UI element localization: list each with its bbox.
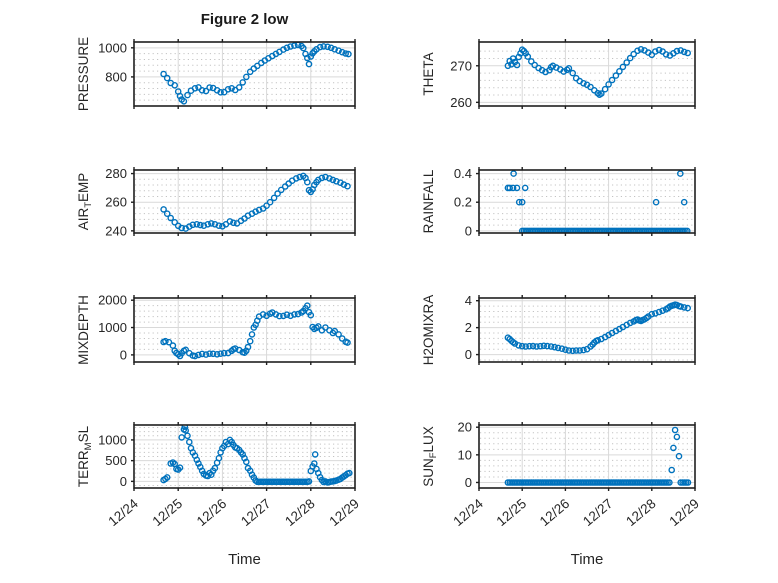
axes-frame (133, 169, 356, 234)
y-tick-label: 0.4 (454, 166, 472, 181)
major-grid (134, 42, 355, 106)
y-tick-label: 0.2 (454, 195, 472, 210)
major-grid (134, 170, 355, 233)
tick-marks (476, 295, 696, 365)
axes-frame (133, 297, 356, 363)
markers (160, 302, 351, 360)
y-axis-title: PRESSURE (76, 37, 91, 111)
subplot-h2omixra: 0 2 4 H2OMIXRA (421, 293, 696, 366)
y-axis-title: THETA (421, 52, 436, 95)
x-tick-label: 12/27 (238, 496, 274, 529)
subplot-theta: 260 270 THETA (421, 39, 696, 110)
x-tick-label: 12/25 (494, 496, 530, 529)
y-tick-label: 0 (465, 347, 472, 362)
markers (504, 46, 692, 98)
axes-frame (478, 297, 696, 363)
axes-frame (478, 41, 696, 107)
axes-frame (133, 41, 356, 107)
x-axis-label-right: Time (570, 551, 604, 568)
tick-marks (131, 295, 356, 365)
y-tick-label: 260 (105, 195, 127, 210)
y-tick-label: 1000 (98, 432, 127, 447)
markers (160, 425, 353, 486)
subplot-air_temp: 240 260 280 AIRTEMP (76, 166, 356, 238)
x-tick-label: 12/26 (537, 496, 573, 529)
y-tick-label: 4 (465, 293, 472, 308)
y-tick-label: 2 (465, 320, 472, 335)
y-axis-title: H2OMIXRA (421, 295, 436, 366)
tick-marks (131, 422, 356, 491)
major-grid (479, 425, 695, 488)
minor-grid (480, 432, 694, 478)
markers (504, 301, 692, 355)
y-tick-label: 260 (450, 95, 472, 110)
axes-frame (478, 424, 696, 489)
y-tick-label: 0 (465, 475, 472, 490)
x-tick-label: 12/27 (580, 496, 616, 529)
tick-marks (476, 422, 696, 491)
y-tick-label: 270 (450, 58, 472, 73)
x-tick-label: 12/29 (666, 496, 702, 529)
y-tick-label: 800 (105, 69, 127, 84)
tick-marks (131, 39, 356, 109)
y-axis-title: RAINFALL (421, 169, 436, 233)
y-tick-label: 10 (458, 447, 472, 462)
y-tick-label: 240 (105, 223, 127, 238)
y-tick-label: 1000 (98, 40, 127, 55)
subplot-pressure: 800 1000 PRESSURE (76, 37, 356, 111)
x-tick-label: 12/26 (194, 496, 230, 529)
y-tick-label: 280 (105, 166, 127, 181)
x-axis-label-left: Time (228, 551, 261, 568)
y-tick-label: 500 (105, 453, 127, 468)
markers (504, 426, 692, 486)
y-tick-label: 0 (120, 347, 127, 362)
x-tick-label: 12/29 (326, 496, 362, 529)
tick-marks (476, 167, 696, 236)
y-axis-title: TERRMSL (76, 425, 94, 487)
subplot-mixdepth: 0 1000 2000 MIXDEPTH (76, 293, 356, 365)
axes-frame (478, 169, 696, 234)
y-tick-label: 0 (465, 223, 472, 238)
subplot-terr_msl: 0 500 1000 TERRMSL 12/24 12/25 12/26 12/27 12/28… (76, 422, 362, 529)
subplot-rainfall: 0 0.2 0.4 RAINFALL (421, 166, 696, 238)
y-tick-label: 20 (458, 420, 472, 435)
markers (160, 172, 351, 232)
x-tick-label: 12/25 (150, 496, 186, 529)
markers (504, 170, 691, 233)
x-tick-label: 12/24 (450, 496, 486, 530)
y-axis-title: SUNFLUX (421, 426, 439, 487)
markers (160, 42, 352, 105)
y-tick-label: 2000 (98, 293, 127, 308)
y-tick-label: 0 (120, 474, 127, 489)
axes-frame (133, 424, 356, 489)
x-tick-label: 12/28 (282, 496, 318, 529)
subplot-sun_flux: 0 10 20 SUNFLUX 12/24 12/25 12/26 12/27 12/28 12/… (421, 420, 702, 529)
y-tick-label: 1000 (98, 320, 127, 335)
x-tick-label: 12/24 (105, 496, 141, 530)
tick-marks (476, 39, 696, 109)
tick-marks (131, 167, 356, 236)
major-grid (479, 298, 695, 362)
x-tick-label: 12/28 (623, 496, 659, 529)
figure-title: Figure 2 low (200, 11, 289, 28)
y-axis-title: AIRTEMP (76, 173, 94, 231)
minor-grid (480, 50, 694, 96)
y-axis-title: MIXDEPTH (76, 295, 91, 365)
